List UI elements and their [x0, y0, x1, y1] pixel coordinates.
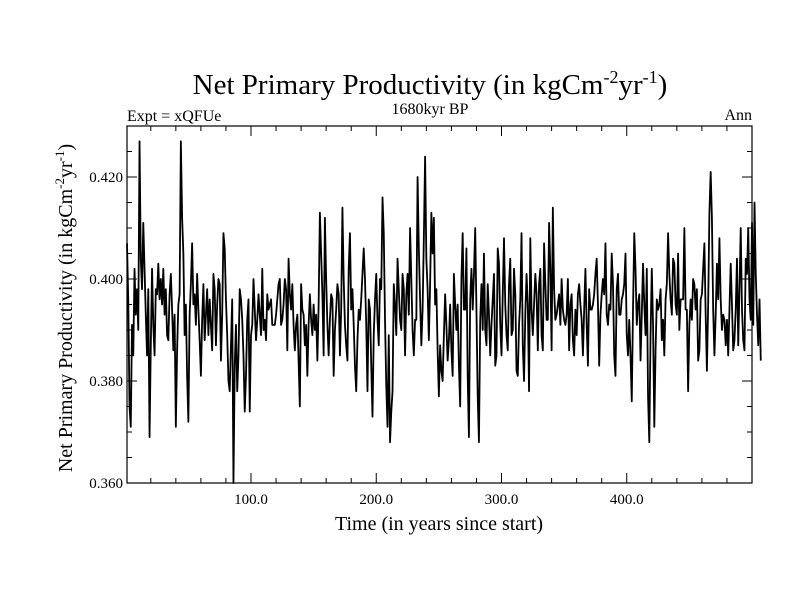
- y-tick-label: 0.360: [89, 476, 123, 492]
- y-axis-label-sup1: -2: [52, 178, 67, 189]
- subtitle-right: Ann: [724, 107, 752, 124]
- y-axis-label-end: ): [55, 144, 77, 151]
- y-axis-label: Net Primary Productivity (in kgCm-2yr-1): [52, 144, 77, 472]
- chart-title-sup2: -1: [643, 67, 658, 87]
- x-axis-label: Time (in years since start): [335, 513, 543, 535]
- series-line: [126, 140, 762, 484]
- subtitle-left: Expt = xQFUe: [127, 108, 221, 125]
- y-tick-label: 0.400: [89, 272, 123, 288]
- y-axis-label-sup2: -1: [52, 151, 67, 162]
- chart-title: Net Primary Productivity (in kgCm-2yr-1): [193, 67, 668, 101]
- chart-title-mid: yr: [618, 69, 643, 101]
- y-tick-label: 0.380: [89, 374, 123, 390]
- y-tick-label: 0.420: [89, 170, 123, 186]
- x-tick-label: 400.0: [610, 492, 644, 508]
- chart-title-sup1: -2: [603, 67, 618, 87]
- chart-title-main: Net Primary Productivity (in kgCm: [193, 69, 604, 101]
- y-axis-label-main: Net Primary Productivity (in kgCm: [55, 188, 77, 472]
- axis-ticks: 0.360 0.380 0.400 0.420 100.0 200.0 300.0 400.0: [89, 125, 752, 508]
- plot-frame: [126, 125, 753, 484]
- x-tick-label: 100.0: [234, 492, 268, 508]
- y-axis-label-mid: yr: [55, 161, 77, 178]
- chart-title-end: ): [658, 69, 668, 101]
- subtitle-center: 1680kyr BP: [392, 101, 469, 118]
- x-tick-label: 300.0: [485, 492, 519, 508]
- x-tick-label: 200.0: [359, 492, 393, 508]
